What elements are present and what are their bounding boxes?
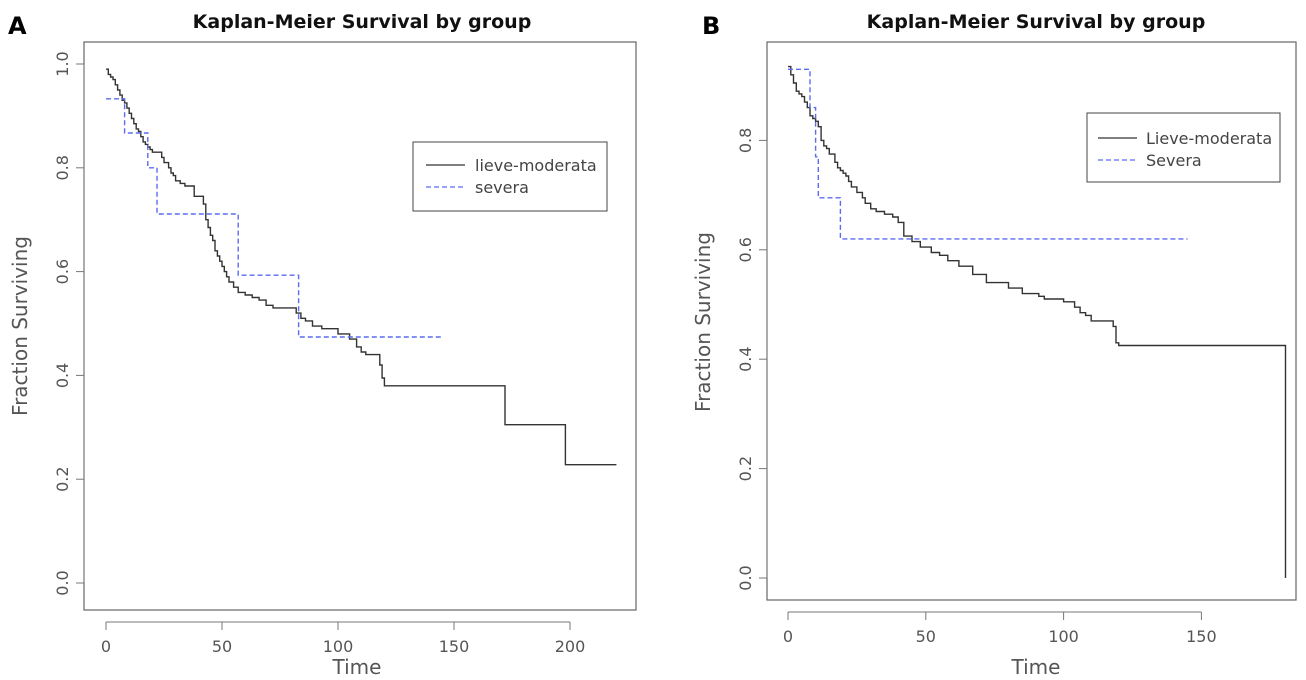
x-axis-label-b: Time [1011, 655, 1061, 679]
y-tick-label-b: 0.4 [736, 346, 755, 371]
series-line-a-severa [106, 98, 443, 338]
legend-label-a-0: lieve-moderata [475, 156, 597, 175]
series-group-b [788, 65, 1287, 578]
series-line-a-lieve-moderata [106, 68, 617, 466]
x-tick-label-b: 0 [783, 627, 793, 646]
y-tick-label-a: 0.8 [53, 155, 72, 180]
x-tick-label-a: 0 [101, 637, 111, 656]
series-line-b-severa [788, 68, 1188, 240]
y-tick-label-a: 0.4 [53, 363, 72, 388]
y-axis-label-b: Fraction Surviving [691, 232, 715, 412]
legend-box-b [1086, 112, 1281, 183]
x-tick-label-a: 50 [212, 637, 232, 656]
x-tick-label-b: 50 [916, 627, 936, 646]
panel-letter-a: A [8, 12, 27, 40]
y-tick-label-b: 0.0 [736, 565, 755, 590]
panel-b: B Kaplan-Meier Survival by group 0 50 100 1… [691, 11, 1297, 679]
axes-a: 0 50 100 150 200 0.0 0.2 0.4 0.6 0.8 1.0 [53, 51, 585, 656]
legend-label-b-1: Severa [1146, 151, 1202, 170]
legend-label-b-0: Lieve-moderata [1146, 129, 1272, 148]
series-line-b-lieve-moderata [788, 65, 1287, 578]
legend-b: Lieve-moderata Severa [1086, 112, 1281, 183]
axes-b: 0 50 100 150 0.0 0.2 0.4 0.6 0.8 [736, 128, 1217, 646]
panel-letter-b: B [702, 12, 720, 40]
plot-frame-a [83, 41, 637, 611]
legend-a: lieve-moderata severa [412, 141, 608, 212]
y-tick-label-b: 0.6 [736, 237, 755, 262]
x-tick-label-a: 200 [555, 637, 586, 656]
chart-title-b: Kaplan-Meier Survival by group [867, 11, 1206, 33]
chart-title-a: Kaplan-Meier Survival by group [193, 11, 532, 33]
x-tick-label-b: 150 [1186, 627, 1217, 646]
y-tick-label-a: 0.6 [53, 259, 72, 284]
legend-box-a [412, 141, 608, 212]
legend-label-a-1: severa [475, 178, 529, 197]
y-tick-label-a: 0.2 [53, 466, 72, 491]
x-axis-label-a: Time [332, 655, 382, 679]
y-tick-label-b: 0.2 [736, 456, 755, 481]
panel-a: A Kaplan-Meier Survival by group 0 50 100 1… [8, 11, 637, 679]
y-tick-label-a: 1.0 [53, 51, 72, 76]
x-tick-label-b: 100 [1048, 627, 1079, 646]
series-group-a [106, 68, 617, 466]
y-axis-label-a: Fraction Surviving [8, 236, 32, 416]
x-tick-label-a: 100 [323, 637, 354, 656]
y-tick-label-a: 0.0 [53, 570, 72, 595]
y-tick-label-b: 0.8 [736, 128, 755, 153]
x-tick-label-a: 150 [439, 637, 470, 656]
